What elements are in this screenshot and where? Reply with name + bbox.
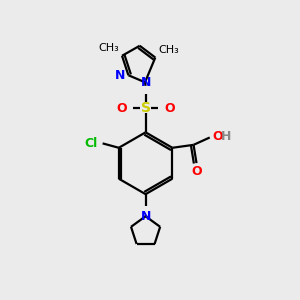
Text: N: N — [140, 76, 151, 89]
Text: CH₃: CH₃ — [98, 44, 119, 53]
Text: CH₃: CH₃ — [158, 45, 179, 55]
Text: H: H — [221, 130, 231, 143]
Text: N: N — [115, 69, 125, 82]
Text: O: O — [212, 130, 223, 143]
Text: O: O — [116, 102, 127, 115]
Text: Cl: Cl — [84, 137, 98, 150]
Text: S: S — [141, 101, 151, 115]
Text: O: O — [191, 166, 202, 178]
Text: O: O — [164, 102, 175, 115]
Text: N: N — [140, 210, 151, 224]
